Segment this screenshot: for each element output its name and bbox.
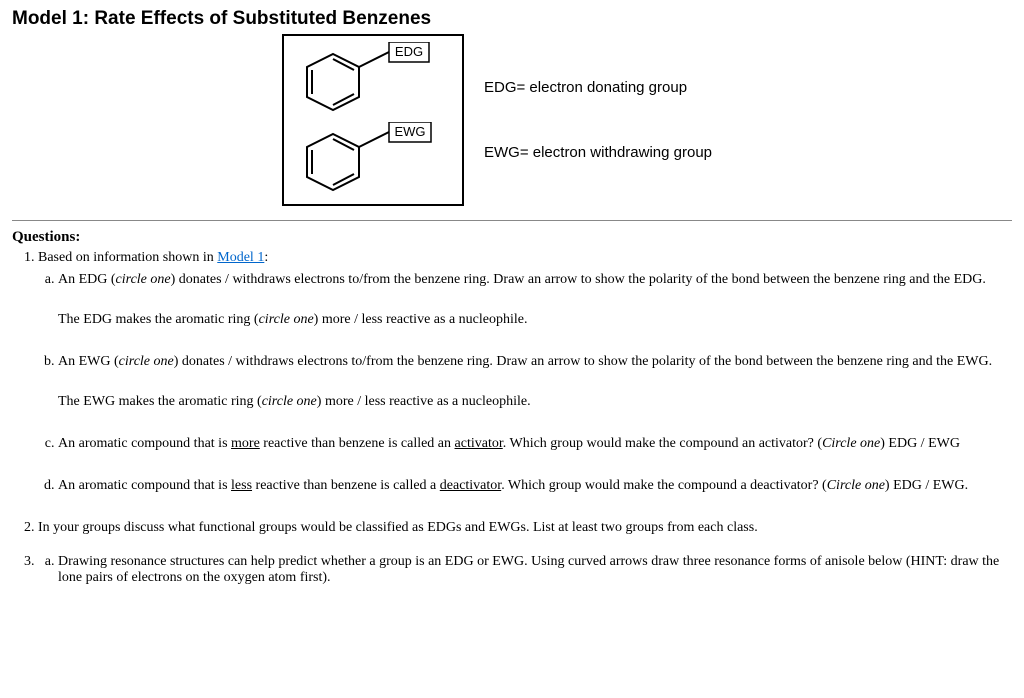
q1b-pre: An EWG ( [58,354,119,369]
q1a-pre: An EDG ( [58,272,116,287]
q1-stem-post: : [264,250,268,265]
model-title: Model 1: Rate Effects of Substituted Ben… [12,8,1012,30]
q1b-followup: The EWG makes the aromatic ring (circle … [58,394,1012,410]
legend-edg: EDG= electron donating group [484,79,712,96]
benzene-edg-icon: EDG [293,42,453,122]
q1a: An EDG (circle one) donates / withdraws … [58,272,1012,328]
q1d: An aromatic compound that is less reacti… [58,478,1012,494]
legend-ewg: EWG= electron withdrawing group [484,144,712,161]
q1b2-ital: circle one [262,394,317,409]
q3-sublist: Drawing resonance structures can help pr… [38,554,1012,586]
divider [12,220,1012,221]
q1d-u2: deactivator [440,478,501,493]
q1c-u2: activator [455,436,503,451]
q1a2-ital: circle one [259,312,314,327]
q1d-mid2: . Which group would make the compound a … [501,478,827,493]
ewg-label: EWG [394,124,425,139]
benzene-ewg-icon: EWG [293,122,453,202]
q1b: An EWG (circle one) donates / withdraws … [58,354,1012,410]
q1a2-post: ) more / less reactive as a nucleophile. [314,312,528,327]
model-figure-row: EDG EWG EDG= electron donating group EWG… [282,34,1012,206]
q1d-post: ) EDG / EWG. [885,478,968,493]
legend-column: EDG= electron donating group EWG= electr… [484,79,712,161]
q1c-post: ) EDG / EWG [880,436,960,451]
q1d-u1: less [231,478,252,493]
q1c: An aromatic compound that is more reacti… [58,436,1012,452]
q1c-pre: An aromatic compound that is [58,436,231,451]
q1-sublist: An EDG (circle one) donates / withdraws … [38,272,1012,494]
q1c-mid2: . Which group would make the compound an… [503,436,822,451]
q3a: Drawing resonance structures can help pr… [58,554,1012,586]
question-3: Drawing resonance structures can help pr… [38,554,1012,586]
q1d-ital: Circle one [827,478,885,493]
q1b-post: ) donates / withdraws electrons to/from … [174,354,992,369]
q1-stem-pre: Based on information shown in [38,250,217,265]
benzene-diagram-box: EDG EWG [282,34,464,206]
q1b2-pre: The EWG makes the aromatic ring ( [58,394,262,409]
question-2: In your groups discuss what functional g… [38,520,1012,536]
q1a-ital: circle one [116,272,171,287]
model-1-link[interactable]: Model 1 [217,250,264,265]
questions-heading: Questions: [12,229,1012,246]
q1c-u1: more [231,436,260,451]
q1c-ital: Circle one [822,436,880,451]
q1d-mid1: reactive than benzene is called a [252,478,440,493]
q1c-mid1: reactive than benzene is called an [260,436,455,451]
edg-label: EDG [395,44,423,59]
q1b-ital: circle one [119,354,174,369]
question-1: Based on information shown in Model 1: A… [38,250,1012,494]
q1a-post: ) donates / withdraws electrons to/from … [171,272,986,287]
q1d-pre: An aromatic compound that is [58,478,231,493]
questions-list: Based on information shown in Model 1: A… [12,250,1012,586]
q1a-followup: The EDG makes the aromatic ring (circle … [58,312,1012,328]
q1b2-post: ) more / less reactive as a nucleophile. [317,394,531,409]
q1a2-pre: The EDG makes the aromatic ring ( [58,312,259,327]
